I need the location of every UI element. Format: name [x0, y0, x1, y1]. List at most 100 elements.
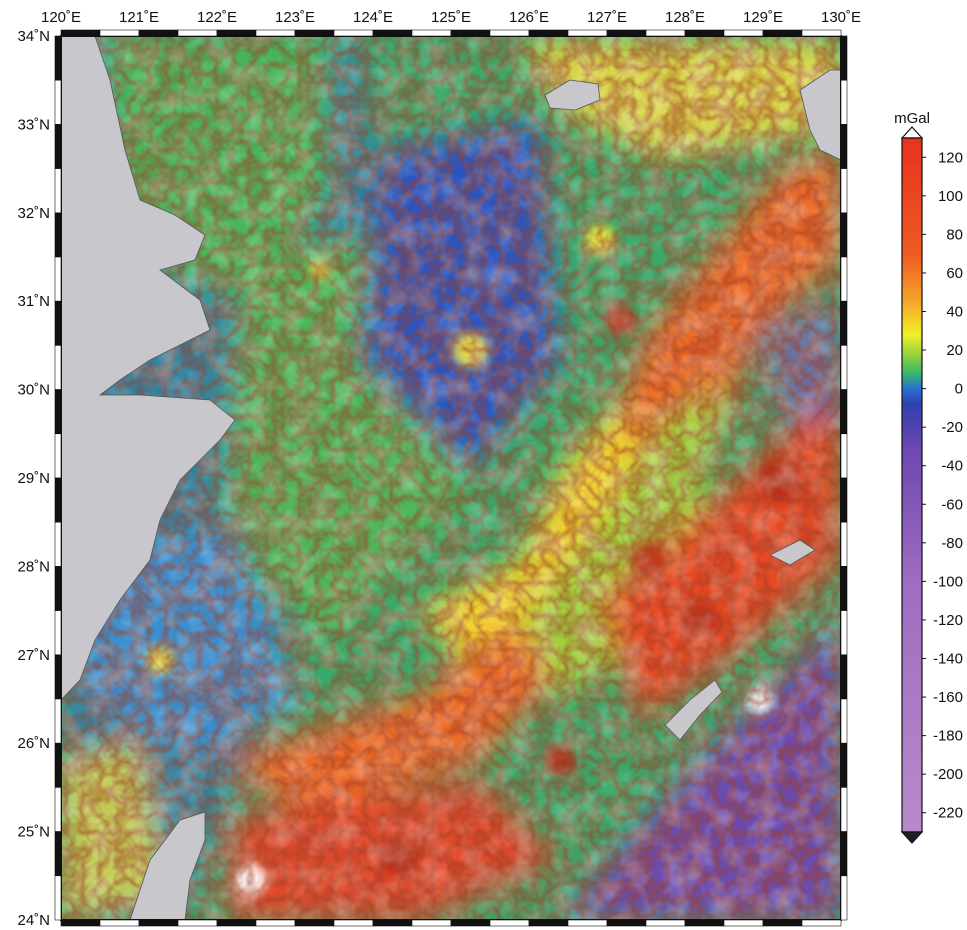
frame-bar-right	[840, 300, 848, 346]
frame-bar-right	[840, 389, 848, 435]
longitude-label: 123˚E	[275, 9, 315, 26]
frame-bar-right	[840, 875, 848, 921]
frame-bar-right	[840, 433, 848, 479]
map-frame	[54, 29, 848, 927]
frame-bar-top	[489, 29, 530, 37]
frame-bar-left	[54, 389, 62, 435]
latitude-label: 29˚N	[17, 470, 50, 487]
frame-bar-bottom	[138, 919, 179, 927]
frame-bar-top	[99, 29, 140, 37]
colorbar-tick-label: -220	[933, 805, 963, 822]
frame-bar-top	[411, 29, 452, 37]
frame-bar-top	[567, 29, 608, 37]
latitude-labels: 34˚N 33˚N 32˚N 31˚N 30˚N 29˚N 28˚N 27˚N 26˚N 25˚N…	[17, 28, 50, 929]
colorbar-tick-label: -140	[933, 651, 963, 668]
frame-bar-top	[294, 29, 335, 37]
frame-bar-top	[333, 29, 374, 37]
frame-bar-left	[54, 433, 62, 479]
colorbar-tick-label: -100	[933, 573, 963, 590]
frame-bar-right	[840, 212, 848, 258]
colorbar-tick-label: -200	[933, 766, 963, 783]
frame-bar-top	[684, 29, 725, 37]
frame-bar-bottom	[723, 919, 764, 927]
colorbar-tick-label: -60	[941, 496, 963, 513]
frame-bar-bottom	[99, 919, 140, 927]
frame-bar-top	[138, 29, 179, 37]
longitude-labels: 120˚E 121˚E 122˚E 123˚E 124˚E 125˚E 126˚E 127˚E…	[41, 9, 861, 26]
longitude-label: 126˚E	[509, 9, 549, 26]
frame-bar-left	[54, 477, 62, 523]
frame-bar-right	[840, 168, 848, 214]
frame-bar-left	[54, 742, 62, 788]
colorbar-tick-label: -80	[941, 535, 963, 552]
frame-bar-left	[54, 698, 62, 744]
frame-bar-right	[840, 742, 848, 788]
frame-bar-left	[54, 256, 62, 302]
longitude-label: 125˚E	[431, 9, 471, 26]
frame-bar-top	[60, 29, 101, 37]
frame-bar-right	[840, 654, 848, 700]
latitude-label: 24˚N	[17, 912, 50, 929]
frame-bar-right	[840, 610, 848, 656]
taiwan-land	[129, 811, 206, 920]
colorbar-tick-label: 0	[955, 381, 963, 398]
frame-bar-right	[840, 345, 848, 390]
frame-bar-right	[840, 831, 848, 877]
longitude-label: 120˚E	[41, 9, 81, 26]
frame-bar-top	[216, 29, 257, 37]
amami-land	[769, 539, 816, 566]
frame-bar-right	[840, 787, 848, 832]
frame-bar-bottom	[801, 919, 842, 927]
frame-bar-bottom	[567, 919, 608, 927]
colorbar-unit: mGal	[894, 110, 930, 127]
frame-bar-top	[255, 29, 296, 37]
longitude-label: 129˚E	[743, 9, 783, 26]
colorbar: mGal 120 100 80 60 40 20 0 -20 -40 -60 -80 -100 -120…	[894, 110, 963, 844]
jeju-island-land	[544, 79, 601, 111]
latitude-label: 26˚N	[17, 735, 50, 752]
frame-bar-bottom	[294, 919, 335, 927]
frame-bar-bottom	[684, 919, 725, 927]
frame-bar-bottom	[411, 919, 452, 927]
frame-bar-bottom	[528, 919, 569, 927]
frame-bar-top	[606, 29, 647, 37]
frame-bar-right	[840, 566, 848, 611]
okinawa-land	[664, 679, 723, 741]
longitude-label: 127˚E	[587, 9, 627, 26]
frame-bar-top	[723, 29, 764, 37]
frame-bar-bottom	[60, 919, 101, 927]
frame-bar-left	[54, 521, 62, 567]
colorbar-tick-label: -40	[941, 458, 963, 475]
frame-bar-top	[528, 29, 569, 37]
frame-bar-bottom	[606, 919, 647, 927]
frame-bar-left	[54, 168, 62, 214]
frame-bar-right	[840, 124, 848, 169]
frame-bar-left	[54, 124, 62, 169]
frame-bar-left	[54, 787, 62, 832]
frame-bar-left	[54, 875, 62, 921]
latitude-label: 27˚N	[17, 647, 50, 664]
colorbar-max-arrow	[900, 126, 924, 139]
frame-bar-left	[54, 566, 62, 611]
colorbar-tick-label: 40	[946, 304, 963, 321]
frame-bar-bottom	[333, 919, 374, 927]
frame-bar-bottom	[216, 919, 257, 927]
latitude-label: 31˚N	[17, 293, 50, 310]
longitude-label: 122˚E	[197, 9, 237, 26]
anomaly-field	[61, 36, 841, 920]
frame-bar-left	[54, 831, 62, 877]
latitude-label: 33˚N	[17, 116, 50, 133]
land	[61, 36, 841, 920]
frame-bar-bottom	[645, 919, 686, 927]
latitude-label: 32˚N	[17, 205, 50, 222]
longitude-label: 124˚E	[353, 9, 393, 26]
frame-bar-top	[645, 29, 686, 37]
colorbar-tick-label: 20	[946, 342, 963, 359]
colorbar-tick-label: 100	[938, 188, 963, 205]
colorbar-tick-label: 120	[938, 149, 963, 166]
longitude-label: 128˚E	[665, 9, 705, 26]
colorbar-tick-label: 60	[946, 265, 963, 282]
latitude-label: 34˚N	[17, 28, 50, 45]
kyushu-land	[799, 69, 841, 161]
